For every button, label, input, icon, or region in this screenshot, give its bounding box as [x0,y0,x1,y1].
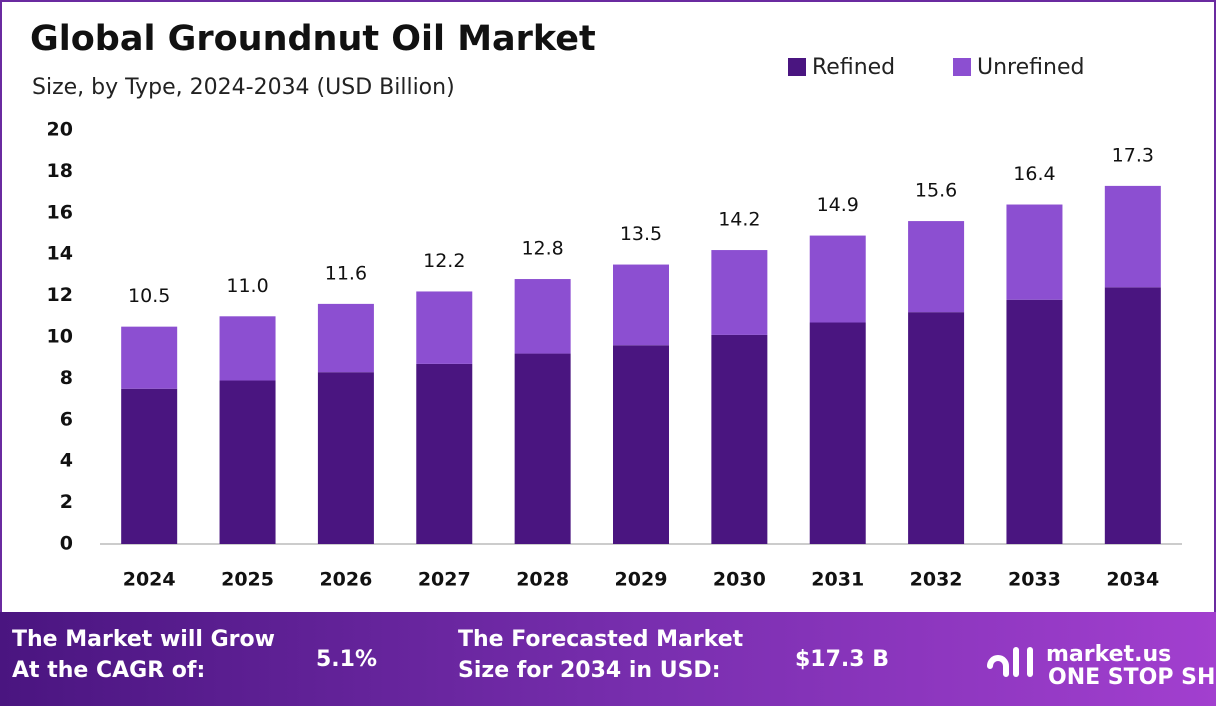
bar-segment [219,316,276,381]
y-tick-label: 2 [60,491,73,513]
total-label: 14.2 [718,209,760,231]
bar-segment [121,388,178,544]
bar-segment [121,326,178,389]
bar-segment [1104,287,1161,544]
x-tick-label: 2029 [615,569,668,591]
y-tick-label: 10 [47,326,73,348]
total-label: 13.5 [620,223,662,245]
total-label: 16.4 [1013,163,1055,185]
bar-segment [514,279,571,354]
bar-segment [711,334,768,544]
bar-segment [1006,299,1063,544]
brand-name: market.us [1046,642,1171,667]
bar-segment [908,312,965,544]
brand-tagline: ONE STOP SHOP FOR THE REPORTS [1048,665,1216,690]
legend-swatch [788,58,806,76]
bar-segment [416,291,473,364]
y-tick-label: 8 [60,367,73,389]
bar-segment [613,345,669,544]
legend-label: Unrefined [977,55,1084,80]
total-label: 14.9 [817,194,859,216]
x-tick-label: 2033 [1008,569,1061,591]
y-tick-label: 14 [47,243,73,265]
bar-segment [317,303,374,373]
y-tick-label: 20 [47,119,73,141]
legend-label: Refined [812,55,895,80]
y-tick-label: 18 [47,160,73,182]
total-label: 17.3 [1112,144,1154,166]
bar-segment [711,250,768,335]
y-tick-label: 6 [60,408,73,430]
y-tick-label: 0 [60,533,73,555]
y-tick-label: 16 [47,201,73,223]
x-tick-label: 2030 [713,569,766,591]
x-tick-label: 2034 [1106,569,1159,591]
total-label: 10.5 [128,285,170,307]
x-tick-label: 2027 [418,569,471,591]
bar-segment [317,372,374,544]
x-tick-label: 2024 [123,569,176,591]
bar-segment [219,380,276,544]
bar-segment [809,322,866,544]
x-tick-label: 2028 [516,569,569,591]
bar-segment [1006,204,1063,300]
total-label: 15.6 [915,180,957,202]
bar-segment [809,235,866,323]
total-label: 12.8 [521,238,563,260]
x-tick-label: 2026 [319,569,372,591]
brand-logo [987,647,1033,677]
bar-segment [908,221,965,313]
total-label: 11.6 [325,262,367,284]
y-tick-label: 12 [47,284,73,306]
forecast-value: $17.3 B [795,647,889,672]
chart-title: Global Groundnut Oil Market [30,19,596,59]
x-tick-label: 2025 [221,569,274,591]
x-tick-label: 2032 [910,569,963,591]
bar-segment [1104,185,1161,288]
total-label: 11.0 [226,275,268,297]
cagr-label: At the CAGR of: [12,658,205,683]
cagr-value: 5.1% [316,647,377,672]
legend-swatch [953,58,971,76]
total-label: 12.2 [423,250,465,272]
bar-segment [613,264,669,346]
forecast-label: Size for 2034 in USD: [458,658,721,683]
bar-segment [514,353,571,544]
cagr-label: The Market will Grow [12,627,275,652]
x-tick-label: 2031 [811,569,864,591]
chart-subtitle: Size, by Type, 2024-2034 (USD Billion) [32,75,455,100]
y-tick-label: 4 [60,450,73,472]
bar-segment [416,363,473,544]
forecast-label: The Forecasted Market [458,627,744,652]
